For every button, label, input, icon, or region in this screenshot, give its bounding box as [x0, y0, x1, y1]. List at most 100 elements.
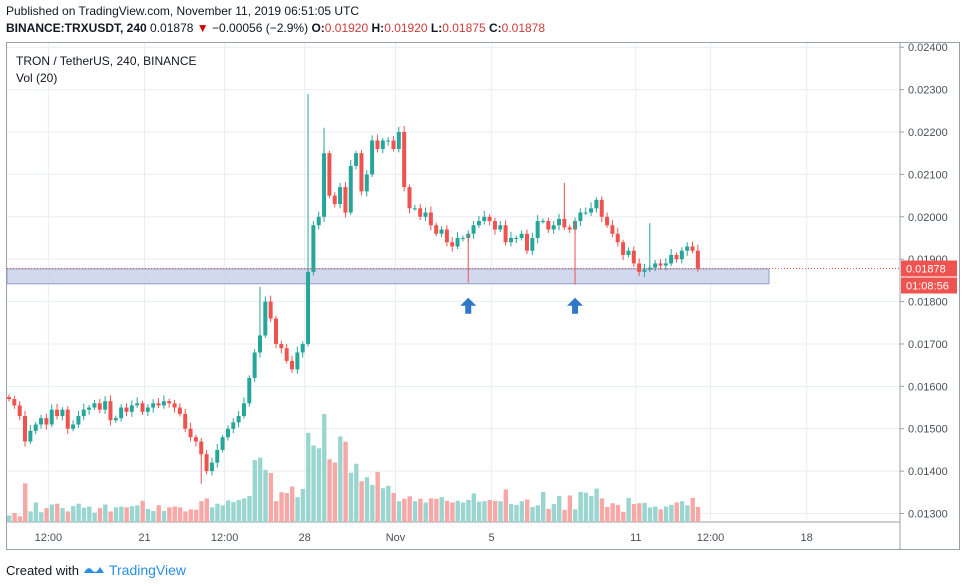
y-tick-label: 0.02100 — [908, 169, 948, 181]
candle-body — [81, 409, 86, 417]
volume-bar — [183, 511, 188, 522]
volume-bar — [268, 473, 274, 522]
candle-body — [487, 216, 492, 222]
candle-body — [690, 246, 695, 251]
candle-body — [380, 140, 385, 149]
support-zone[interactable] — [6, 268, 770, 285]
volume-bar — [257, 457, 263, 522]
volume-bar — [626, 497, 631, 522]
volume-bar — [535, 505, 541, 522]
candle-body — [551, 225, 556, 230]
close-label: C: — [488, 21, 502, 35]
candle-body — [444, 229, 449, 243]
candle-body — [637, 263, 642, 272]
volume-bar — [391, 493, 396, 522]
volume-bar — [274, 501, 279, 522]
candle-body — [290, 360, 295, 370]
volume-bar — [156, 505, 161, 522]
volume-bar — [583, 492, 589, 522]
candle-body — [209, 462, 214, 472]
volume-bar — [65, 511, 71, 522]
volume-bar — [295, 497, 300, 522]
y-tick-label: 0.01500 — [908, 424, 948, 436]
candle-body — [124, 407, 129, 412]
candle-body — [55, 409, 60, 417]
volume-bar — [300, 489, 306, 522]
candle-body — [135, 403, 140, 406]
volume-bar — [444, 500, 450, 522]
volume-bar — [39, 512, 44, 522]
volume-bar — [199, 501, 204, 522]
volume-bar — [23, 483, 28, 522]
y-tick-label: 0.01800 — [908, 297, 948, 309]
volume-bar — [241, 498, 247, 522]
countdown-value: 01:08:56 — [906, 281, 949, 293]
volume-bar — [188, 509, 193, 522]
candle-body — [621, 242, 626, 255]
volume-bar — [306, 432, 311, 522]
volume-bar — [503, 489, 509, 522]
candle-body — [311, 225, 316, 272]
candle-body — [49, 409, 54, 425]
volume-bar — [247, 495, 252, 522]
candle-body — [412, 208, 417, 210]
candle-body — [669, 254, 674, 264]
volume-bar — [589, 495, 594, 522]
volume-bar — [396, 501, 402, 522]
volume-bar — [370, 484, 375, 522]
candle-body — [386, 140, 391, 142]
candle-body — [594, 199, 599, 209]
volume-bar — [514, 504, 519, 522]
candle-body — [338, 187, 343, 205]
candle-body — [263, 301, 268, 336]
x-tick-label: 21 — [138, 532, 150, 544]
candle-body — [348, 165, 353, 213]
volume-bar — [519, 501, 525, 522]
candle-body — [225, 428, 230, 438]
candle-body — [589, 208, 594, 213]
volume-bar — [103, 504, 108, 522]
volume-bar — [145, 508, 151, 522]
candle-body — [12, 399, 17, 406]
candle-body — [204, 454, 209, 472]
volume-bar — [530, 506, 535, 522]
volume-bar — [108, 511, 113, 522]
candle-body — [332, 195, 337, 205]
x-tick-label: 18 — [801, 532, 813, 544]
volume-bar — [423, 502, 428, 522]
brand-label: TradingView — [108, 562, 187, 578]
volume-bar — [605, 506, 610, 522]
candle-body — [44, 418, 49, 425]
ohlc-header: BINANCE:TRXUSDT, 240 0.01878 ▼ −0.00056 … — [6, 21, 545, 35]
candle-body — [220, 437, 225, 450]
x-tick-label: 11 — [630, 532, 641, 544]
candle-body — [343, 187, 348, 213]
tradingview-logo-icon — [83, 567, 104, 573]
volume-bar — [348, 472, 354, 522]
volume-bar — [631, 504, 637, 522]
volume-bar — [679, 501, 685, 522]
open-label: O: — [311, 21, 325, 35]
y-tick-label: 0.01700 — [908, 339, 948, 351]
candle-body — [119, 407, 124, 419]
candle-body — [407, 187, 412, 209]
price-change: −0.00056 (−2.9%) — [212, 21, 309, 35]
candle-body — [610, 225, 615, 234]
volume-bar — [71, 506, 76, 522]
candle-body — [300, 343, 305, 353]
volume-bar — [482, 501, 487, 522]
candle-body — [113, 418, 118, 421]
candle-body — [631, 250, 636, 264]
volume-bar — [263, 469, 268, 522]
candle-body — [108, 401, 113, 421]
candle-body — [28, 430, 33, 442]
candle-body — [60, 409, 65, 417]
candle-body — [482, 216, 487, 222]
volume-bar — [418, 498, 423, 522]
volume-bar — [578, 491, 583, 522]
candle-body — [583, 212, 588, 214]
volume-bar — [492, 500, 498, 522]
candle-body — [541, 221, 545, 223]
candle-body — [492, 221, 497, 230]
